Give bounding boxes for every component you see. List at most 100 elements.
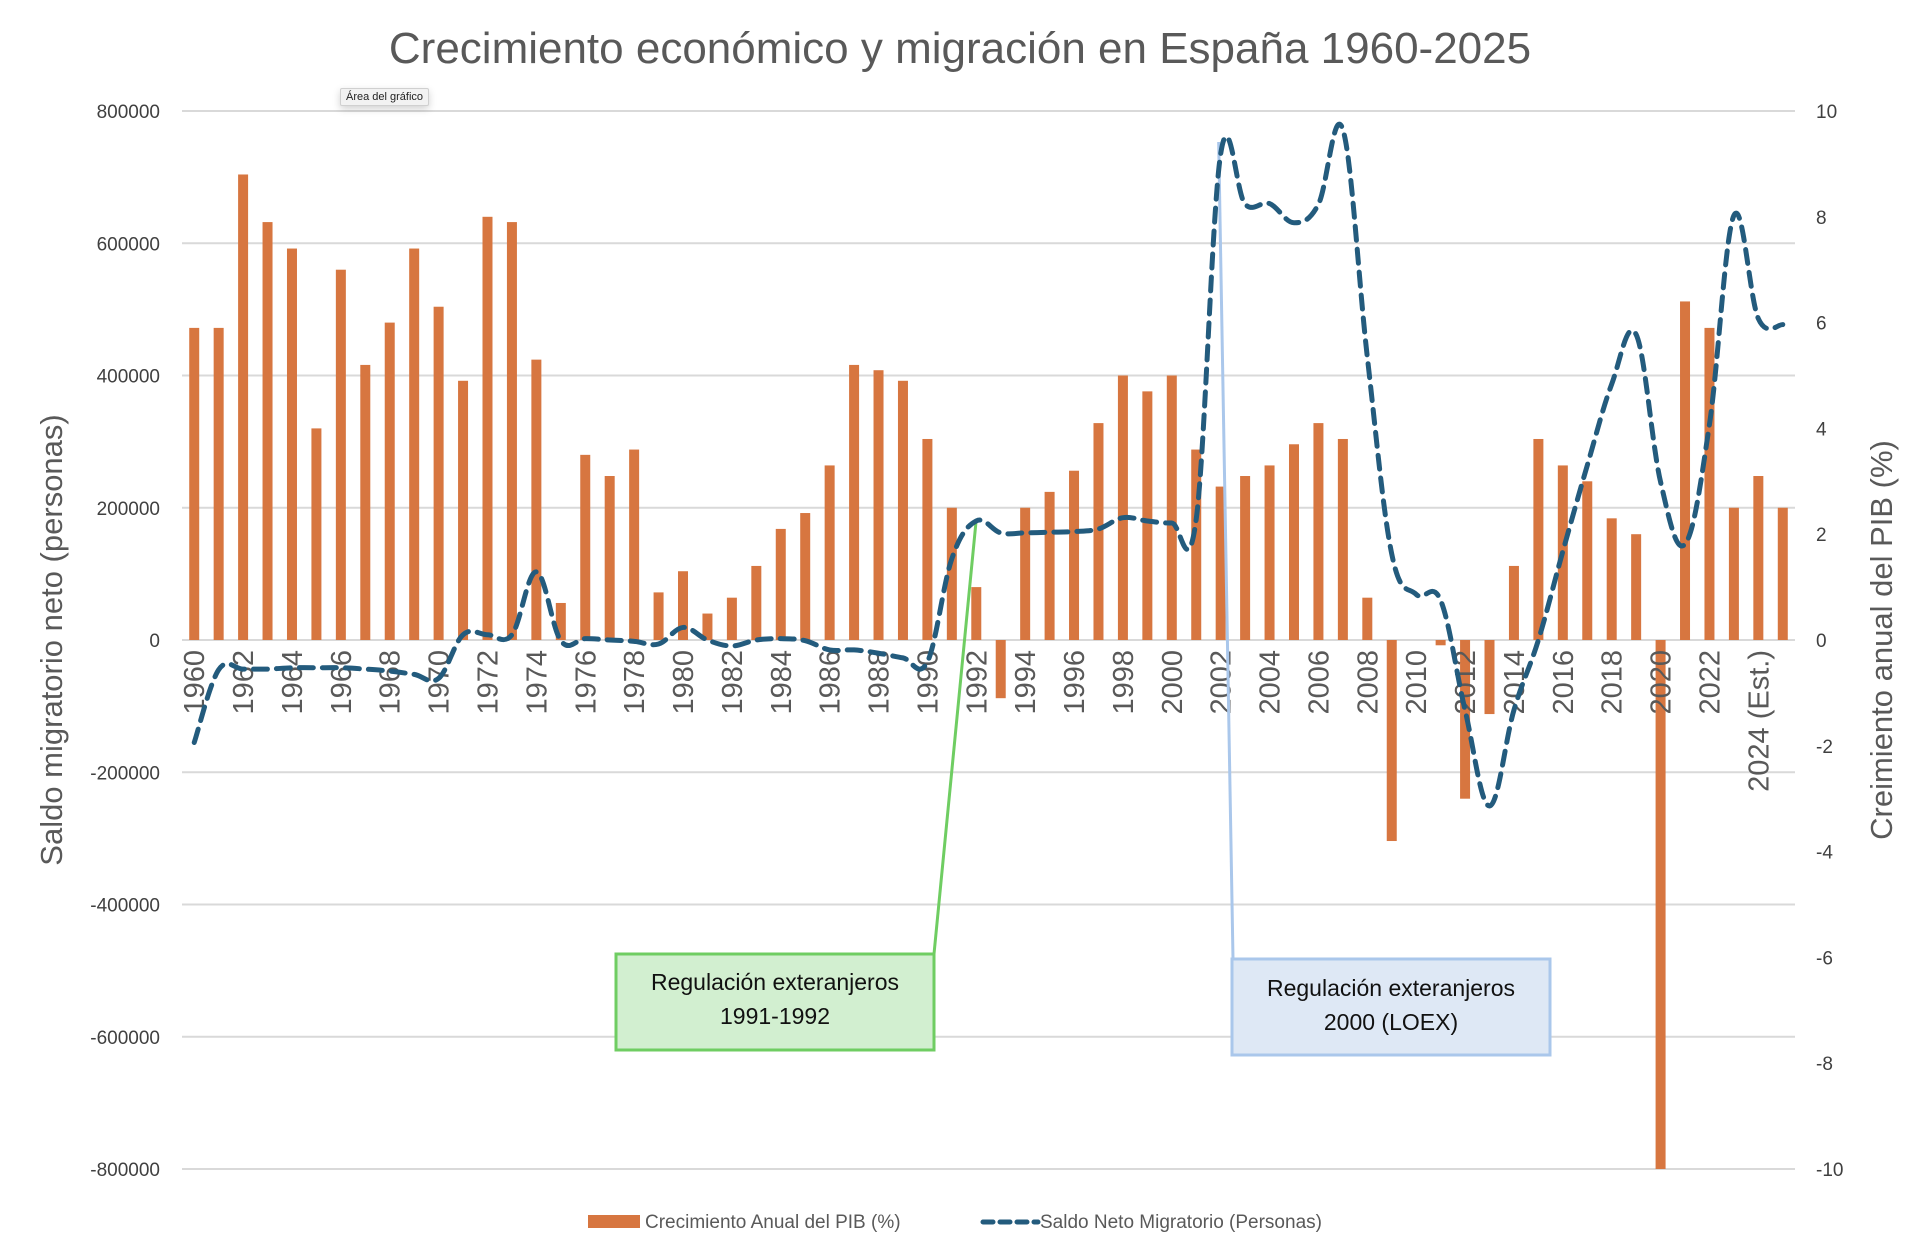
bar-1988[interactable] — [873, 370, 884, 640]
bar-2004[interactable] — [1264, 465, 1275, 640]
bar-1991[interactable] — [946, 507, 957, 640]
bar-1965[interactable] — [311, 428, 322, 640]
bar-1975[interactable] — [555, 602, 566, 640]
bar-2002[interactable] — [1215, 486, 1226, 640]
bar-1978[interactable] — [629, 449, 640, 640]
bar-2014[interactable] — [1508, 565, 1519, 640]
x-tick-label: 1988 — [864, 650, 896, 715]
bar-1984[interactable] — [775, 528, 786, 640]
bar-1999[interactable] — [1142, 391, 1153, 640]
bar-1973[interactable] — [506, 222, 517, 640]
bar-2001[interactable] — [1191, 449, 1202, 640]
bar-2025[interactable] — [1777, 507, 1788, 640]
bar-2009[interactable] — [1386, 640, 1397, 842]
bar-2019[interactable] — [1631, 534, 1642, 640]
annotation-1-line1: Regulación exteranjeros — [651, 969, 899, 995]
bar-1977[interactable] — [604, 476, 615, 640]
bar-1967[interactable] — [360, 364, 371, 640]
gdp-bars — [189, 174, 1788, 1169]
x-tick-label: 2024 (Est.) — [1743, 650, 1775, 792]
bar-2023[interactable] — [1728, 507, 1739, 640]
bar-1998[interactable] — [1117, 375, 1128, 641]
bar-1970[interactable] — [433, 306, 444, 640]
migration-line-layer — [191, 121, 1786, 809]
x-tick-label: 1984 — [766, 650, 798, 715]
bar-1989[interactable] — [897, 380, 908, 640]
bar-2000[interactable] — [1166, 375, 1177, 641]
bar-1969[interactable] — [409, 248, 420, 641]
bar-1971[interactable] — [458, 380, 469, 640]
left-tick-label: 200000 — [97, 499, 160, 520]
bar-2020[interactable] — [1655, 640, 1666, 1169]
bar-2018[interactable] — [1606, 518, 1617, 640]
bar-1974[interactable] — [531, 359, 542, 640]
left-tick-label: 400000 — [97, 367, 160, 388]
bar-1997[interactable] — [1093, 423, 1104, 640]
bar-1993[interactable] — [995, 640, 1006, 699]
x-tick-label: 1962 — [228, 650, 260, 715]
bar-1960[interactable] — [189, 327, 200, 640]
bar-1979[interactable] — [653, 592, 664, 640]
x-tick-label: 1964 — [277, 650, 309, 715]
x-tick-label: 2000 — [1157, 650, 1189, 715]
annotation-1-background — [614, 952, 936, 1052]
bar-1963[interactable] — [262, 222, 273, 640]
bar-2003[interactable] — [1240, 476, 1251, 640]
x-tick-label: 1974 — [521, 650, 553, 715]
bar-1961[interactable] — [213, 327, 224, 640]
chart-title: Crecimiento económico y migración en Esp… — [389, 24, 1531, 73]
bar-1972[interactable] — [482, 216, 493, 641]
bar-1987[interactable] — [849, 364, 860, 640]
bar-1996[interactable] — [1069, 470, 1080, 640]
bar-1994[interactable] — [1020, 507, 1031, 640]
bar-1964[interactable] — [286, 248, 297, 641]
bar-1976[interactable] — [580, 454, 591, 640]
x-tick-label: 2018 — [1597, 650, 1629, 715]
legend-item-migration[interactable]: Saldo Neto Migratorio (Personas) — [980, 1212, 1322, 1233]
bar-1962[interactable] — [238, 174, 249, 641]
left-axis-ticks: 800000 600000 400000 200000 0 -200000 -400000 -… — [90, 102, 160, 1181]
bar-1980[interactable] — [678, 571, 689, 640]
bar-2022[interactable] — [1704, 327, 1715, 640]
x-axis-labels: 1960 1962 1964 1966 1968 1970 1972 1974 1976 1978… — [179, 650, 1775, 792]
bar-1983[interactable] — [751, 565, 762, 640]
migration-line[interactable] — [191, 121, 1786, 809]
bar-2005[interactable] — [1288, 444, 1299, 640]
bar-1992[interactable] — [971, 587, 982, 640]
left-tick-label: -200000 — [90, 763, 160, 784]
legend-item-gdp[interactable]: Crecimiento Anual del PIB (%) — [588, 1212, 901, 1233]
bar-1968[interactable] — [384, 322, 395, 640]
bar-1981[interactable] — [702, 613, 713, 640]
bar-1985[interactable] — [800, 513, 811, 640]
bar-2006[interactable] — [1313, 423, 1324, 640]
bar-2011[interactable] — [1435, 640, 1446, 646]
bar-2021[interactable] — [1680, 301, 1691, 640]
annotation-box-2000-loex[interactable]: Regulación exteranjeros 2000 (LOEX) — [1230, 957, 1552, 1057]
bar-1966[interactable] — [335, 269, 346, 640]
annotation-box-1991-1992[interactable]: Regulación exteranjeros 1991-1992 — [614, 952, 936, 1052]
left-axis-title: Saldo migratorio neto (personas) — [34, 414, 69, 865]
bar-1995[interactable] — [1044, 491, 1055, 640]
legend-label-migration: Saldo Neto Migratorio (Personas) — [1040, 1212, 1322, 1233]
annotation-leaders — [932, 141, 1235, 960]
bar-2017[interactable] — [1582, 481, 1593, 640]
bar-2007[interactable] — [1337, 438, 1348, 640]
bar-2013[interactable] — [1484, 640, 1495, 715]
x-tick-label: 2016 — [1548, 650, 1580, 715]
right-tick-label: -6 — [1816, 948, 1833, 969]
x-tick-label: 1998 — [1108, 650, 1140, 715]
bar-1990[interactable] — [922, 438, 933, 640]
x-tick-label: 1990 — [912, 650, 944, 715]
bar-1982[interactable] — [726, 597, 737, 640]
left-tick-label: -400000 — [90, 896, 160, 917]
legend-label-gdp: Crecimiento Anual del PIB (%) — [645, 1212, 901, 1233]
bar-2024[interactable] — [1753, 476, 1764, 640]
legend-bar-swatch — [588, 1215, 640, 1228]
bar-1986[interactable] — [824, 465, 835, 640]
annotation-1-leader — [932, 518, 978, 955]
bar-2015[interactable] — [1533, 438, 1544, 640]
right-axis-title: Creimiento anual del PIB (%) — [1864, 440, 1899, 840]
left-tick-label: -800000 — [90, 1160, 160, 1181]
bar-2008[interactable] — [1362, 597, 1373, 640]
